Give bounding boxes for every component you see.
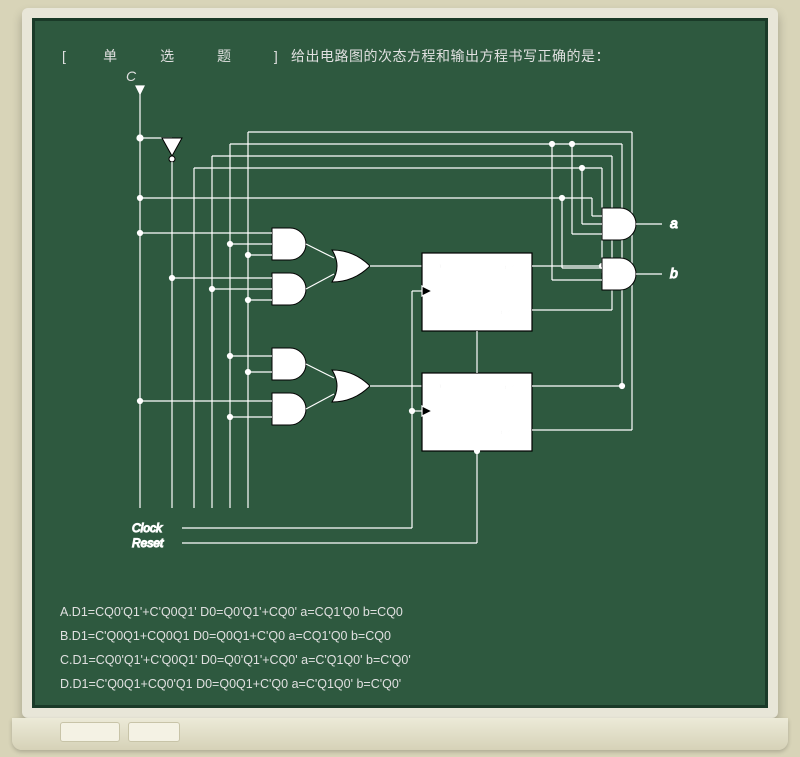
keyboard-key (128, 722, 180, 742)
output-b-label: b (670, 265, 678, 281)
keyboard-key (60, 722, 120, 742)
ff1-clk: Clk (437, 283, 455, 297)
reset-label: Reset (132, 536, 164, 550)
circuit-diagram: D1 Q1 Clk Q'1 Clear D0 Q0 Clk Q'0 Clear (122, 78, 682, 578)
option-c[interactable]: C.D1=CQ0'Q1'+C'Q0Q1' D0=Q0'Q1'+CQ0' a=C'… (60, 648, 411, 672)
ff0-clear: Clear (434, 435, 464, 449)
option-b[interactable]: B.D1=C'Q0Q1+CQ0Q1 D0=Q0Q1+C'Q0 a=CQ1'Q0 … (60, 624, 411, 648)
q-char-1: 选 (160, 46, 175, 66)
chalkboard-frame: C [ 单 选 题 ] 给出电路图的次态方程和输出方程书写正确的是： (22, 8, 778, 718)
clock-label: Clock (132, 521, 163, 535)
ff0-clk: Clk (437, 403, 455, 417)
ff1-clear: Clear (434, 315, 464, 329)
question-text: 给出电路图的次态方程和输出方程书写正确的是： (291, 48, 610, 64)
q-char-0: 单 (103, 46, 118, 66)
answer-options: A.D1=CQ0'Q1'+C'Q0Q1' D0=Q0'Q1'+CQ0' a=CQ… (60, 600, 411, 696)
bracket-open: [ (62, 48, 66, 64)
output-a-label: a (670, 215, 678, 231)
q-char-2: 题 (217, 46, 232, 66)
question-header: [ 单 选 题 ] 给出电路图的次态方程和输出方程书写正确的是： (62, 46, 738, 66)
laptop-base (12, 718, 788, 750)
bracket-close: ] (274, 48, 278, 64)
option-d[interactable]: D.D1=C'Q0Q1+CQ0'Q1 D0=Q0Q1+C'Q0 a=C'Q1Q0… (60, 672, 411, 696)
option-a[interactable]: A.D1=CQ0'Q1'+C'Q0Q1' D0=Q0'Q1'+CQ0' a=CQ… (60, 600, 411, 624)
